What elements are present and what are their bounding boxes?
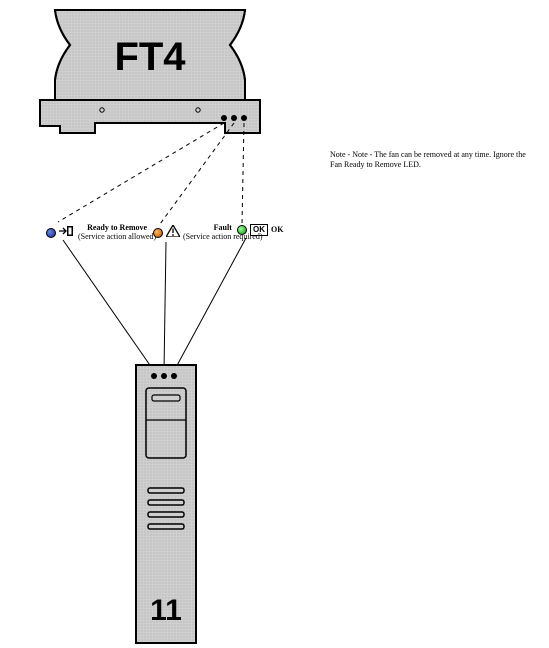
legend-ok: OK OK xyxy=(237,224,283,236)
legend-ready-to-remove: Ready to Remove (Service action allowed) xyxy=(46,224,156,242)
legend-ready-title: Ready to Remove xyxy=(87,223,147,232)
connectors-dashed xyxy=(58,123,244,224)
led-ok-icon xyxy=(237,225,247,235)
diagram-svg: FT4 xyxy=(0,0,549,648)
bottom-module-label: 11 xyxy=(150,594,182,627)
top-module-label: FT4 xyxy=(114,35,186,79)
note-text: Note - Note - The fan can be removed at … xyxy=(330,150,530,170)
led-fault-icon xyxy=(153,228,163,238)
diagram-stage: FT4 xyxy=(0,0,549,648)
note-body: Note - The fan can be removed at any tim… xyxy=(330,150,526,169)
legend-ready-subtitle: (Service action allowed) xyxy=(78,232,156,241)
ok-box-icon: OK xyxy=(250,224,268,236)
legend-ok-title: OK xyxy=(271,225,283,234)
legend-fault-title: Fault xyxy=(214,223,232,232)
arrow-into-slot-icon xyxy=(59,225,75,240)
top-module: FT4 xyxy=(40,10,260,133)
led-ready-icon xyxy=(46,228,56,238)
connectors-solid xyxy=(63,238,246,371)
bottom-module: 11 xyxy=(136,365,196,643)
note-prefix: Note - xyxy=(330,150,352,159)
warning-triangle-icon xyxy=(166,225,180,240)
